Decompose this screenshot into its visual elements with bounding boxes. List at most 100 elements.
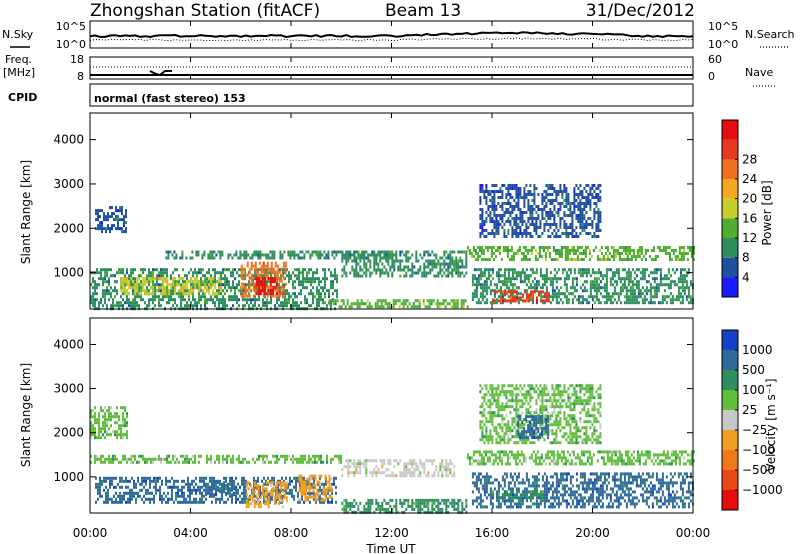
power-cell (479, 271, 482, 275)
velocity-cell (147, 497, 149, 501)
power-cell (517, 223, 520, 226)
power-cell (605, 295, 608, 299)
power-cell (589, 199, 592, 202)
velocity-cell (324, 492, 327, 496)
power-cell (212, 280, 214, 284)
power-cell (511, 283, 514, 287)
power-cell (581, 271, 584, 275)
power-cell (248, 294, 251, 298)
power-cell (268, 292, 270, 296)
power-cell (574, 258, 577, 261)
power-cell (92, 280, 94, 284)
power-cell (271, 280, 274, 284)
velocity-cell (131, 488, 133, 492)
power-cell (425, 271, 428, 275)
power-cell (495, 286, 498, 290)
power-cell (495, 220, 498, 223)
power-cell (671, 295, 674, 299)
velocity-cell (222, 457, 224, 461)
power-cell (479, 223, 482, 226)
power-cell (614, 249, 617, 252)
power-cell (549, 301, 552, 305)
power-cell (120, 271, 122, 275)
power-cell (623, 277, 626, 281)
power-cell (481, 298, 484, 302)
velocity-cell (97, 497, 99, 501)
power-cell (551, 232, 554, 235)
power-cell (477, 283, 480, 287)
power-cell (322, 301, 324, 305)
velocity-cell (308, 477, 311, 481)
power-cell (564, 252, 567, 255)
velocity-cell (318, 483, 321, 487)
power-cell (603, 289, 606, 293)
power-cell (629, 280, 632, 284)
power-cell (596, 258, 599, 261)
velocity-cell (95, 485, 97, 489)
velocity-cell (124, 454, 126, 458)
power-cell (451, 250, 454, 254)
velocity-cell (116, 406, 118, 410)
velocity-cell (298, 474, 301, 478)
power-cell (103, 227, 105, 231)
power-cell (274, 304, 276, 308)
power-cell (298, 304, 300, 308)
power-cell (248, 292, 250, 296)
power-cell (513, 283, 516, 287)
power-cell (517, 205, 520, 208)
power-cell (182, 283, 185, 287)
velocity-cell (215, 500, 217, 504)
power-cell (449, 256, 452, 260)
power-cell (445, 256, 448, 260)
velocity-cell (193, 497, 195, 501)
power-cell (343, 268, 346, 272)
velocity-cell (478, 462, 481, 466)
velocity-cell (199, 500, 201, 504)
velocity-cell (249, 497, 251, 501)
velocity-cell (322, 498, 325, 502)
power-cell (481, 187, 484, 190)
power-cell (543, 280, 546, 284)
power-cell (528, 258, 531, 261)
power-cell (530, 293, 532, 297)
power-cell (310, 268, 312, 272)
velocity-cell (152, 460, 154, 464)
velocity-cell (121, 485, 123, 489)
velocity-cell (259, 485, 261, 489)
velocity-cell (311, 491, 313, 495)
power-cell (375, 271, 378, 275)
power-cell (212, 301, 214, 305)
power-cell (423, 268, 426, 272)
power-cell (478, 255, 481, 258)
power-cell (347, 259, 350, 263)
velocity-cell (195, 500, 197, 504)
power-cell (332, 286, 334, 290)
power-cell (649, 286, 652, 290)
power-cell (543, 277, 546, 281)
power-cell (162, 277, 165, 281)
power-cell (587, 184, 590, 187)
power-cell (665, 295, 668, 299)
velocity-cell (267, 505, 270, 509)
power-cell (116, 304, 118, 308)
power-cell (250, 289, 252, 293)
velocity-cell (90, 433, 92, 437)
velocity-cell (227, 490, 230, 494)
velocity-cell (104, 430, 106, 434)
velocity-cell (172, 454, 174, 458)
power-cell (371, 253, 374, 257)
power-cell (581, 223, 584, 226)
power-cell (206, 283, 208, 287)
power-cell (203, 250, 206, 254)
power-cell (525, 229, 528, 232)
velocity-cell (205, 497, 207, 501)
power-cell (529, 235, 532, 238)
power-cell (276, 294, 279, 298)
power-cell (520, 258, 523, 261)
power-cell (92, 295, 94, 299)
velocity-cell (273, 487, 276, 491)
power-cell (182, 286, 185, 290)
power-cell (365, 265, 368, 269)
power-cell (356, 302, 359, 306)
power-cell (192, 286, 194, 290)
